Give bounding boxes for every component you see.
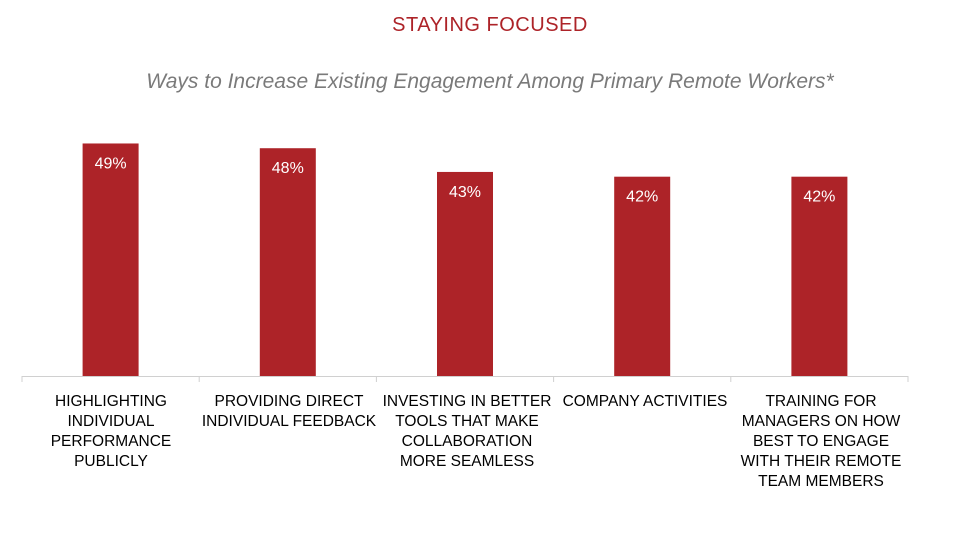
bar — [791, 176, 848, 376]
category-label: INVESTING IN BETTER TOOLS THAT MAKE COLL… — [382, 393, 552, 470]
chart-subtitle: Ways to Increase Existing Engagement Amo… — [146, 70, 834, 93]
category-label: PROVIDING DIRECT INDIVIDUAL FEEDBACK — [201, 393, 377, 430]
data-label: 42% — [626, 189, 658, 206]
data-label: 49% — [95, 155, 127, 172]
data-label: 48% — [272, 160, 304, 177]
bar — [614, 176, 671, 376]
bar — [259, 148, 316, 376]
bar — [82, 143, 139, 376]
bar — [437, 171, 493, 376]
chart-title: STAYING FOCUSED — [392, 14, 588, 36]
category-label: TRAINING FOR MANAGERS ON HOW BEST TO ENG… — [740, 393, 902, 490]
category-label: COMPANY ACTIVITIES — [562, 393, 728, 410]
category-label: HIGHLIGHTING INDIVIDUAL PERFORMANCE PUBL… — [50, 393, 172, 470]
data-label: 42% — [803, 189, 835, 206]
data-label: 43% — [449, 184, 481, 201]
